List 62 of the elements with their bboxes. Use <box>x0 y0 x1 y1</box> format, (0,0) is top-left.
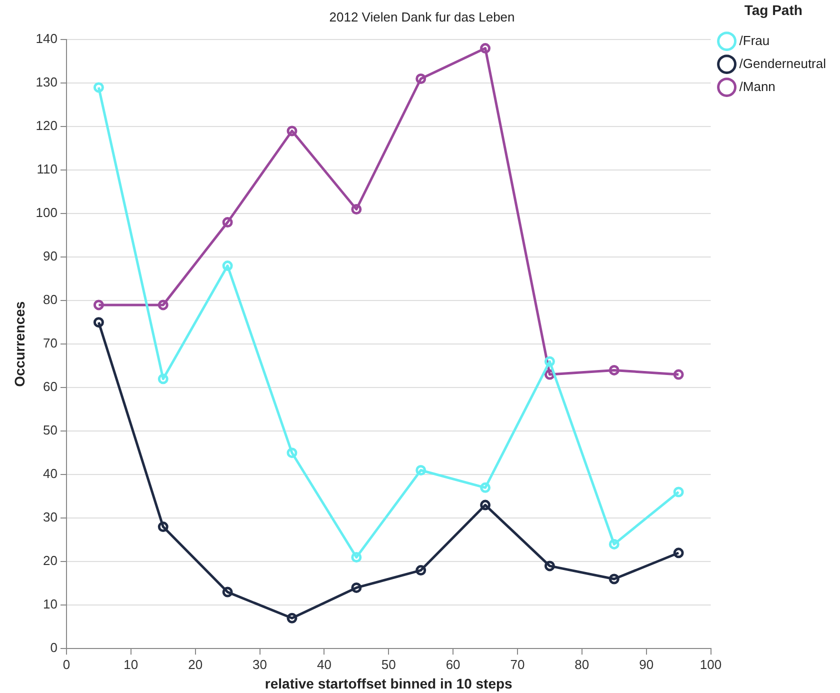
point <box>608 574 620 584</box>
point <box>351 582 362 593</box>
point <box>608 364 620 376</box>
point <box>222 586 233 598</box>
x-tick-label: 0 <box>62 656 70 672</box>
y-tick-label: 130 <box>36 74 58 90</box>
y-tick-label: 80 <box>43 292 58 308</box>
legend-label: /Genderneutral <box>739 56 826 71</box>
y-tick-label: 100 <box>36 205 58 220</box>
x-tick-label: 50 <box>381 656 396 672</box>
point <box>416 74 426 84</box>
x-tick-label: 80 <box>574 656 590 672</box>
point <box>480 500 491 510</box>
point <box>416 465 426 476</box>
y-tick-label: 140 <box>36 31 58 46</box>
legend-label: /Frau <box>739 32 770 48</box>
point <box>608 538 620 550</box>
y-tick-label: 20 <box>43 553 58 568</box>
x-tick-label: 60 <box>446 656 460 672</box>
point <box>93 82 104 93</box>
point <box>351 552 362 562</box>
point <box>93 317 104 328</box>
point <box>158 374 168 384</box>
x-tick-label: 100 <box>700 656 722 672</box>
chart-title: 2012 Vielen Dank fur das Leben <box>329 9 515 24</box>
point <box>544 356 555 367</box>
y-tick-label: 40 <box>43 466 58 482</box>
y-tick-label: 0 <box>50 640 58 656</box>
y-tick-label: 70 <box>43 336 58 351</box>
x-tick-label: 20 <box>188 656 203 672</box>
point <box>351 204 362 214</box>
legend-label: /Mann <box>739 78 776 94</box>
y-axis-title: Occurrences <box>11 301 28 387</box>
point <box>673 369 684 380</box>
x-tick-label: 70 <box>510 656 525 672</box>
x-axis-title: relative startoffset binned in 10 steps <box>264 675 513 692</box>
x-tick-label: 90 <box>639 656 654 672</box>
point <box>158 522 168 532</box>
point <box>416 565 426 576</box>
point <box>544 560 555 572</box>
y-tick-label: 90 <box>43 248 58 264</box>
point <box>286 448 298 458</box>
y-tick-label: 110 <box>36 162 58 177</box>
point <box>480 43 491 54</box>
y-tick-label: 10 <box>43 596 58 612</box>
point <box>222 217 233 228</box>
y-tick-label: 60 <box>43 379 58 394</box>
y-tick-label: 120 <box>36 118 58 134</box>
point <box>286 126 298 136</box>
y-tick-label: 50 <box>43 422 58 438</box>
x-tick-label: 30 <box>252 656 268 672</box>
x-tick-label: 10 <box>124 656 138 672</box>
x-tick-label: 40 <box>316 656 332 672</box>
point <box>673 548 684 558</box>
point <box>286 612 298 624</box>
point <box>673 486 684 498</box>
point <box>158 300 168 310</box>
point <box>480 482 491 493</box>
y-tick-label: 30 <box>43 510 58 525</box>
point <box>222 260 233 272</box>
point <box>93 300 104 310</box>
legend-title: Tag Path <box>744 2 802 18</box>
